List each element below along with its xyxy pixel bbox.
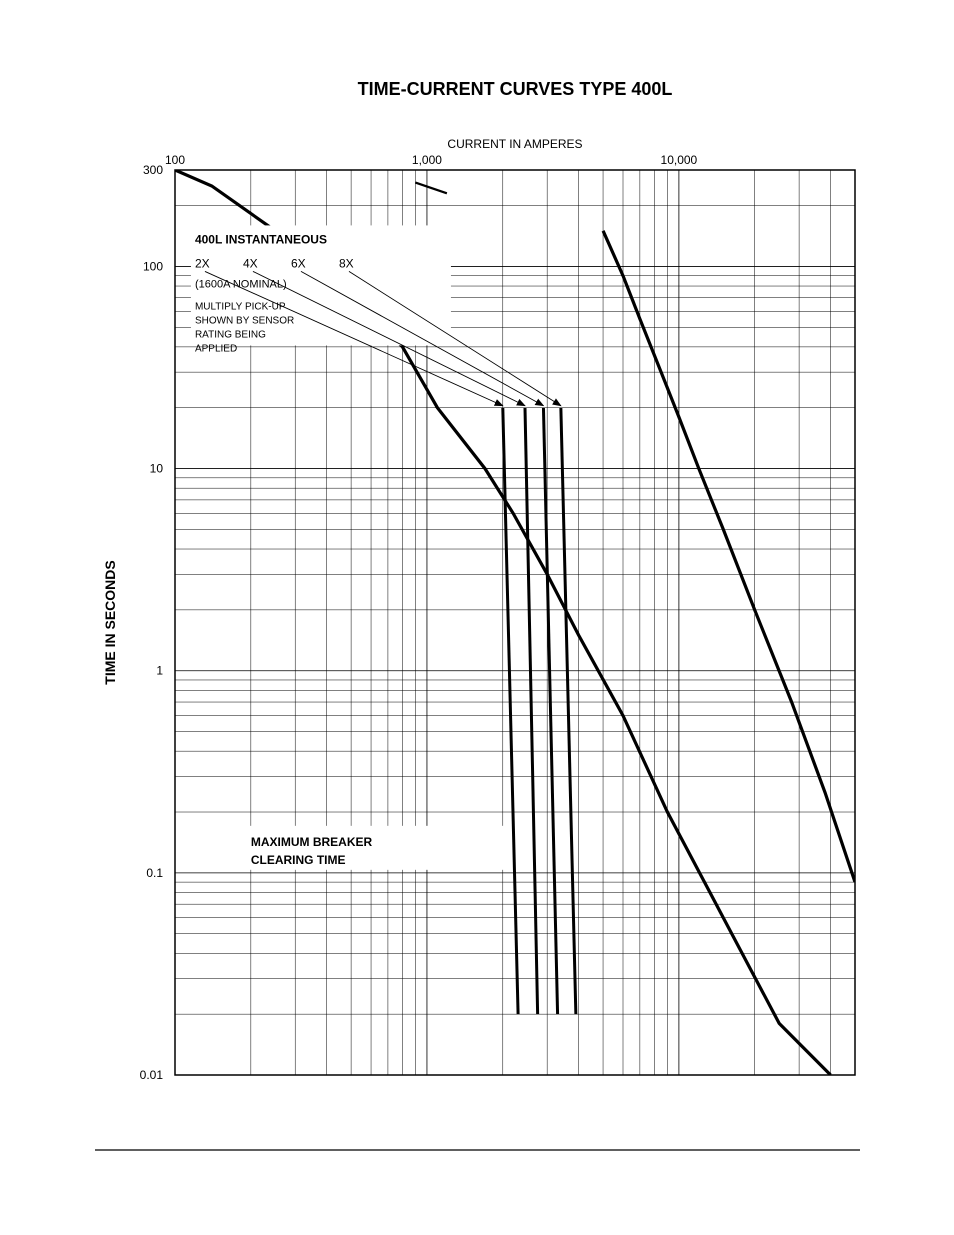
upper-fragment-line xyxy=(415,183,446,194)
x-tick-label: 10,000 xyxy=(661,153,698,167)
nominal-label: (1600A NOMINAL) xyxy=(195,278,287,290)
multiplier-note-line: SHOWN BY SENSOR xyxy=(195,315,294,326)
x-tick-label: 1,000 xyxy=(412,153,442,167)
y-tick-label: 0.1 xyxy=(146,866,163,880)
breaker-box-line: MAXIMUM BREAKER xyxy=(251,835,373,849)
y-axis-label: TIME IN SECONDS xyxy=(102,560,118,684)
inst-setting-label: 4X xyxy=(243,256,258,270)
inst-trip-line xyxy=(561,408,576,1014)
inst-trip-line xyxy=(503,408,518,1014)
total-clear-curve xyxy=(603,231,855,882)
inst-header: 400L INSTANTANEOUS xyxy=(195,232,327,246)
multiplier-note-line: RATING BEING xyxy=(195,329,266,340)
y-tick-label: 10 xyxy=(150,462,164,476)
x-top-label: CURRENT IN AMPERES xyxy=(447,137,582,151)
y-tick-label: 100 xyxy=(143,259,163,273)
chart-title: TIME-CURRENT CURVES TYPE 400L xyxy=(358,79,673,99)
y-tick-label: 0.01 xyxy=(140,1068,164,1082)
multiplier-note-line: MULTIPLY PICK-UP xyxy=(195,301,286,312)
inst-setting-label: 8X xyxy=(339,256,354,270)
inst-setting-label: 2X xyxy=(195,256,210,270)
breaker-box-line: CLEARING TIME xyxy=(251,853,346,867)
page: TIME-CURRENT CURVES TYPE 400L CURRENT IN … xyxy=(0,0,954,1235)
chart: TIME-CURRENT CURVES TYPE 400L CURRENT IN … xyxy=(0,0,954,1235)
x-tick-label: 100 xyxy=(165,153,185,167)
y-tick-label: 300 xyxy=(143,163,163,177)
y-tick-label: 1 xyxy=(156,664,163,678)
inst-trip-line xyxy=(525,408,538,1014)
inst-setting-label: 6X xyxy=(291,256,306,270)
multiplier-note-line: APPLIED xyxy=(195,343,237,354)
inst-trip-line xyxy=(543,408,557,1014)
